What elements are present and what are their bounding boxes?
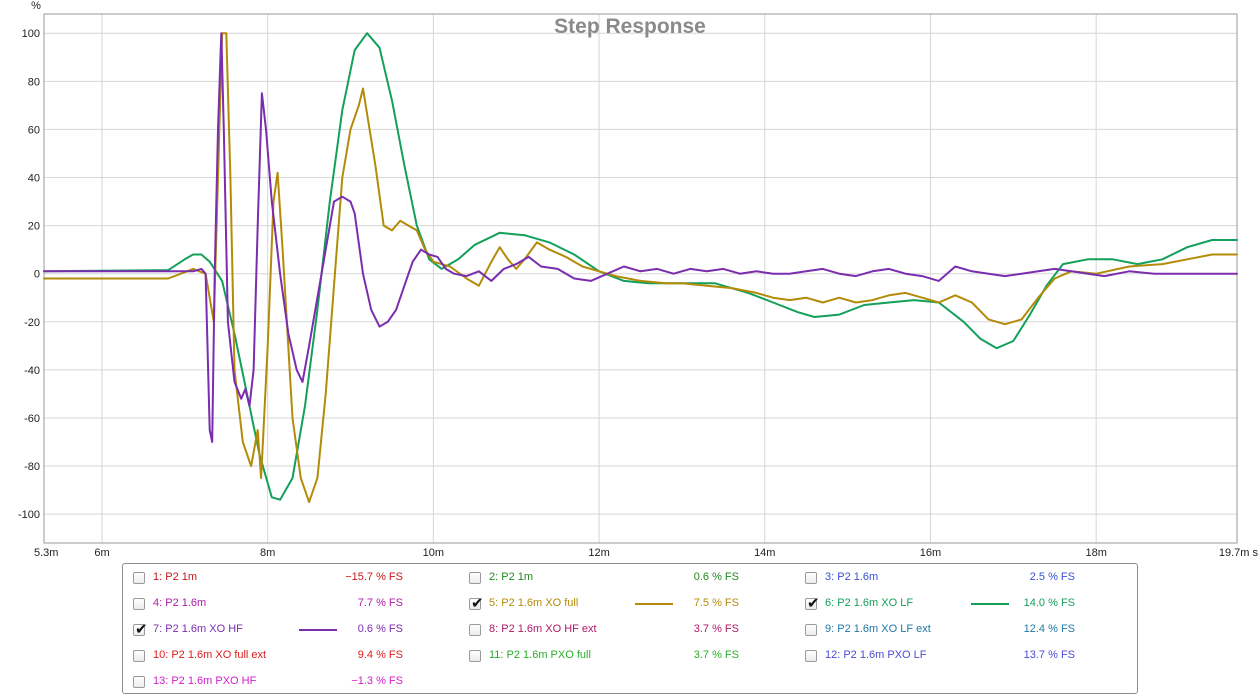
legend-checkbox[interactable]: ✔ — [805, 624, 817, 636]
x-tick-label: 14m — [754, 547, 775, 559]
legend-item[interactable]: ✔ 11: P2 1.6m PXO full 3.7 % FS — [459, 647, 795, 667]
checkmark-icon: ✔ — [135, 620, 148, 638]
legend-label: 10: P2 1.6m XO full ext — [153, 649, 267, 661]
y-tick-label: 0 — [34, 269, 40, 281]
legend-label: 3: P2 1.6m — [825, 571, 879, 583]
legend-item[interactable]: ✔ 12: P2 1.6m PXO LF 13.7 % FS — [795, 647, 1131, 667]
legend-line-swatch — [971, 603, 1009, 605]
legend-checkbox[interactable]: ✔ — [469, 624, 481, 636]
legend-label: 2: P2 1m — [489, 571, 534, 583]
legend-line-swatch — [635, 603, 673, 605]
y-tick-label: 60 — [28, 124, 40, 136]
grid — [44, 14, 1237, 543]
legend-item[interactable]: ✔ 13: P2 1.6m PXO HF −1.3 % FS — [123, 673, 459, 693]
x-tick-label: 12m — [588, 547, 609, 559]
legend-value: 12.4 % FS — [1023, 623, 1075, 635]
legend-value: 7.7 % FS — [357, 597, 403, 609]
checkmark-icon: ✔ — [807, 594, 820, 612]
legend-value: 3.7 % FS — [693, 623, 739, 635]
legend-checkbox[interactable]: ✔ — [805, 650, 817, 662]
legend-item[interactable]: ✔ 5: P2 1.6m XO full 7.5 % FS — [459, 594, 795, 615]
legend-label: 11: P2 1.6m PXO full — [489, 649, 591, 661]
x-tick-label: 18m — [1085, 547, 1106, 559]
legend-checkbox[interactable]: ✔ — [133, 620, 148, 638]
y-axis-unit: % — [31, 0, 41, 12]
series-line-2 — [43, 32, 1238, 504]
y-tick-label: -20 — [24, 317, 40, 329]
x-tick-label: 8m — [260, 547, 275, 559]
legend-checkbox[interactable]: ✔ — [469, 594, 484, 612]
legend-value: 2.5 % FS — [1029, 571, 1075, 583]
series-line-1 — [43, 32, 1238, 501]
legend-line-swatch — [299, 629, 337, 631]
y-tick-label: 100 — [22, 28, 40, 40]
legend-item[interactable]: ✔ 4: P2 1.6m 7.7 % FS — [123, 595, 459, 615]
y-tick-label: -40 — [24, 365, 40, 377]
legend-value: 9.4 % FS — [357, 649, 403, 661]
legend-label: 1: P2 1m — [153, 571, 198, 583]
x-tick-label: 5.3m — [34, 547, 58, 559]
step-response-chart: 100 80 60 40 20 0 -20 -40 -60 -80 -100 5.3m 6m 8m 10m 1… — [18, 0, 1259, 559]
axis-ticks: 100 80 60 40 20 0 -20 -40 -60 -80 -100 5.3m 6m 8m 10m 1… — [18, 28, 1259, 559]
legend-item[interactable]: ✔ 6: P2 1.6m XO LF 14.0 % FS — [795, 594, 1131, 615]
chart-title: Step Response — [554, 15, 706, 38]
legend-label: 13: P2 1.6m PXO HF — [153, 675, 257, 687]
y-tick-label: 20 — [28, 221, 40, 233]
legend-checkbox[interactable]: ✔ — [469, 572, 481, 584]
y-tick-label: -60 — [24, 413, 40, 425]
legend-item[interactable]: ✔ 2: P2 1m 0.6 % FS — [459, 569, 795, 589]
legend-value: −15.7 % FS — [345, 571, 403, 583]
y-tick-label: -100 — [18, 509, 40, 521]
legend-panel: ✔ 1: P2 1m −15.7 % FS ✔ 2: P2 1m 0.6 % FS ✔ 3: … — [122, 563, 1138, 694]
legend-label: 12: P2 1.6m PXO LF — [825, 649, 927, 661]
legend-checkbox[interactable]: ✔ — [805, 572, 817, 584]
legend-value: 3.7 % FS — [693, 649, 739, 661]
legend-label: 5: P2 1.6m XO full — [489, 597, 579, 609]
checkmark-icon: ✔ — [471, 594, 484, 612]
legend-value: −1.3 % FS — [351, 675, 403, 687]
y-tick-label: 40 — [28, 173, 40, 185]
legend-item[interactable]: ✔ 3: P2 1.6m 2.5 % FS — [795, 569, 1131, 589]
x-tick-label: 16m — [920, 547, 941, 559]
y-tick-label: -80 — [24, 461, 40, 473]
legend-value: 13.7 % FS — [1023, 649, 1075, 661]
legend-value: 0.6 % FS — [693, 571, 739, 583]
legend-value: 14.0 % FS — [1023, 597, 1075, 609]
legend-item[interactable]: ✔ 10: P2 1.6m XO full ext 9.4 % FS — [123, 647, 459, 667]
legend-checkbox[interactable]: ✔ — [469, 650, 481, 662]
legend-checkbox[interactable]: ✔ — [133, 676, 145, 688]
y-tick-label: 80 — [28, 76, 40, 88]
legend-label: 7: P2 1.6m XO HF — [153, 623, 243, 635]
legend-checkbox[interactable]: ✔ — [133, 650, 145, 662]
legend-checkbox[interactable]: ✔ — [133, 572, 145, 584]
legend-item[interactable]: ✔ 7: P2 1.6m XO HF 0.6 % FS — [123, 620, 459, 641]
legend-value: 7.5 % FS — [693, 597, 739, 609]
legend-item[interactable]: ✔ 9: P2 1.6m XO LF ext 12.4 % FS — [795, 621, 1131, 641]
legend-checkbox[interactable]: ✔ — [805, 594, 820, 612]
legend-item[interactable]: ✔ 1: P2 1m −15.7 % FS — [123, 569, 459, 589]
x-tick-label: 19.7m s — [1219, 547, 1259, 559]
legend-value: 0.6 % FS — [357, 623, 403, 635]
legend-label: 8: P2 1.6m XO HF ext — [489, 623, 597, 635]
x-tick-label: 10m — [423, 547, 444, 559]
legend-checkbox[interactable]: ✔ — [133, 598, 145, 610]
x-tick-label: 6m — [94, 547, 109, 559]
legend-label: 6: P2 1.6m XO LF — [825, 597, 914, 609]
legend-label: 9: P2 1.6m XO LF ext — [825, 623, 931, 635]
legend-item[interactable]: ✔ 8: P2 1.6m XO HF ext 3.7 % FS — [459, 621, 795, 641]
series-lines — [43, 32, 1238, 504]
legend-label: 4: P2 1.6m — [153, 597, 207, 609]
series-line-3 — [43, 32, 1238, 443]
